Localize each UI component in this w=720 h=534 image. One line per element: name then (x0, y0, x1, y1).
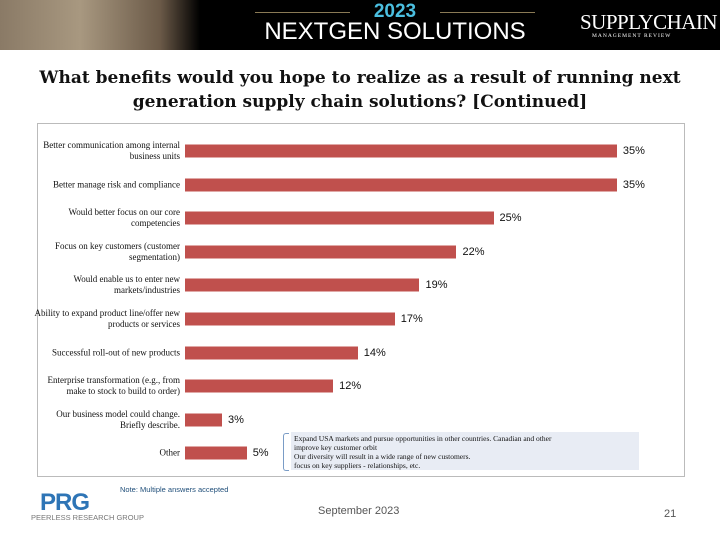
category-label: Ability to expand product line/offer new… (34, 308, 180, 329)
footnote: Note: Multiple answers accepted (120, 485, 229, 494)
category-label: Would enable us to enter new markets/ind… (73, 274, 181, 296)
chart-title: What benefits would you hope to realize … (39, 68, 681, 112)
other-responses: Expand USA markets and pursue opportunit… (294, 434, 551, 470)
bar (185, 245, 457, 259)
category-label: Would better focus on our core competenc… (68, 207, 181, 229)
data-label: 25% (499, 212, 522, 225)
bar (185, 211, 494, 225)
category-label: Better manage risk and compliance (53, 179, 180, 190)
bar (185, 144, 617, 158)
data-label: 19% (425, 279, 448, 292)
footer-date: September 2023 (318, 505, 400, 517)
bar (185, 278, 420, 292)
banner-year: 2023 (250, 1, 540, 23)
category-label: Focus on key customers (customer segment… (55, 240, 180, 262)
warehouse-photo (0, 0, 200, 50)
prg-logo-sub: PEERLESS RESEARCH GROUP (31, 513, 144, 522)
other-responses-box (291, 432, 639, 470)
bar (185, 178, 617, 192)
data-label: 14% (363, 346, 386, 359)
bar (185, 446, 247, 460)
other-response: Our diversity will result in a wide rang… (294, 452, 471, 461)
category-label: Better communication among internal busi… (43, 140, 180, 161)
chart-frame (37, 123, 685, 477)
data-label: 12% (339, 380, 362, 393)
category-label: Our business model could change. Briefly… (56, 408, 180, 430)
data-label: 35% (622, 145, 645, 157)
data-label: 3% (228, 413, 244, 426)
bar (185, 312, 395, 326)
category-label: Successful roll-out of new products (52, 347, 180, 358)
bar (185, 346, 358, 360)
category-label: Other (159, 447, 181, 458)
banner-title: NEXTGEN SOLUTIONS (264, 18, 526, 45)
other-response: Expand USA markets and pursue opportunit… (294, 434, 552, 443)
bar (185, 413, 223, 427)
banner: 2023 NEXTGEN SOLUTIONS SUPPLYCHAIN MANAG… (0, 0, 720, 50)
data-label: 17% (400, 313, 423, 325)
data-label: 35% (622, 178, 645, 191)
data-label: 5% (252, 447, 269, 460)
prg-logo: PRG (40, 489, 90, 516)
category-label: Enterprise transformation (e.g., from ma… (47, 375, 180, 397)
other-response: focus on key suppliers - relationships, … (294, 461, 421, 470)
bar (185, 379, 334, 393)
supply-chain-logo: SUPPLYCHAIN (580, 10, 718, 34)
data-label: 22% (462, 245, 485, 258)
page-number: 21 (664, 508, 677, 520)
other-response: improve key customer orbit (294, 443, 378, 452)
brace-icon (283, 433, 289, 471)
supply-chain-logo-sub: MANAGEMENT REVIEW (592, 33, 672, 39)
